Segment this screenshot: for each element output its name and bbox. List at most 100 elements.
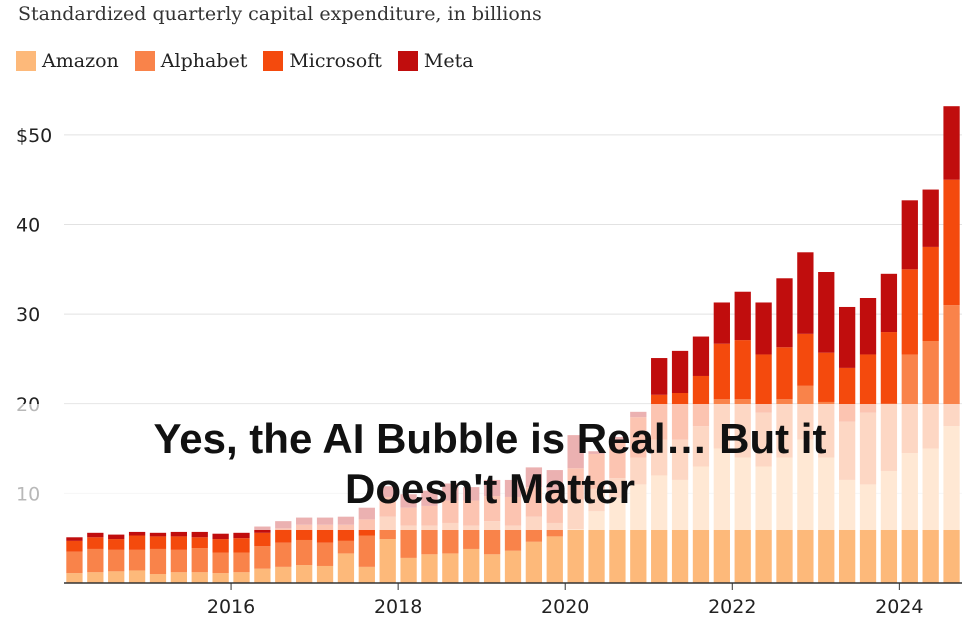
bar-segment-amazon bbox=[191, 572, 208, 583]
headline: Yes, the AI Bubble is Real… But it Doesn… bbox=[0, 414, 980, 514]
bar-segment-amazon bbox=[254, 568, 271, 583]
bar-segment-meta bbox=[128, 531, 146, 536]
y-tick-label: 30 bbox=[16, 304, 40, 326]
bar-segment-meta bbox=[859, 298, 877, 355]
bar-segment-amazon bbox=[212, 573, 229, 583]
bar-segment-meta bbox=[651, 358, 668, 395]
bar-segment-alphabet bbox=[442, 522, 459, 554]
bar-segment-alphabet bbox=[87, 548, 104, 573]
bar-segment-alphabet bbox=[254, 546, 271, 569]
bar-segment-amazon bbox=[483, 554, 501, 583]
bar-segment-amazon bbox=[400, 557, 417, 583]
bar-segment-alphabet bbox=[421, 525, 438, 555]
bar-segment-amazon bbox=[463, 548, 480, 583]
bar-segment-alphabet bbox=[504, 525, 522, 551]
legend-label-alphabet: Alphabet bbox=[160, 50, 248, 72]
bar-segment-meta bbox=[901, 200, 918, 270]
bar-segment-microsoft bbox=[776, 347, 793, 400]
bar-segment-meta bbox=[149, 532, 167, 537]
bar-segment-microsoft bbox=[87, 537, 104, 549]
y-tick-label: 40 bbox=[16, 215, 40, 237]
legend-swatch-alphabet bbox=[134, 51, 155, 71]
bar-segment-alphabet bbox=[296, 539, 313, 566]
bar-segment-alphabet bbox=[66, 551, 83, 574]
bar-segment-alphabet bbox=[316, 542, 334, 566]
bar-segment-microsoft bbox=[734, 340, 751, 400]
bar-segment-microsoft bbox=[275, 528, 292, 543]
x-tick-label: 2018 bbox=[374, 596, 422, 618]
bar-segment-meta bbox=[818, 272, 835, 353]
bar-segment-amazon bbox=[504, 550, 522, 583]
legend-label-meta: Meta bbox=[423, 50, 474, 72]
x-tick-label: 2020 bbox=[541, 596, 589, 618]
bar-segment-alphabet bbox=[358, 535, 375, 567]
x-tick-label: 2022 bbox=[708, 596, 756, 618]
bar-segment-amazon bbox=[170, 572, 188, 583]
bar-segment-meta bbox=[797, 252, 814, 334]
bar-segment-amazon bbox=[275, 566, 292, 583]
bar-segment-meta bbox=[943, 106, 960, 180]
bar-segment-alphabet bbox=[337, 540, 355, 554]
bar-segment-meta bbox=[734, 291, 751, 341]
bar-segment-amazon bbox=[233, 572, 250, 583]
bar-segment-meta bbox=[671, 350, 689, 393]
legend: Amazon Alphabet Microsoft Meta bbox=[16, 50, 474, 72]
x-tick-label: 2024 bbox=[875, 596, 923, 618]
bar-segment-amazon bbox=[66, 573, 83, 583]
headline-line-1: Yes, the AI Bubble is Real… But it bbox=[153, 415, 827, 462]
bar-segment-meta bbox=[692, 336, 710, 376]
legend-label-amazon: Amazon bbox=[42, 50, 119, 72]
bar-segment-microsoft bbox=[191, 537, 208, 549]
bar-segment-amazon bbox=[87, 572, 104, 583]
bar-segment-meta bbox=[776, 278, 793, 348]
bar-segment-amazon bbox=[567, 529, 584, 583]
bar-segment-alphabet bbox=[233, 552, 250, 573]
bar-segment-amazon bbox=[337, 553, 355, 583]
legend-swatch-amazon bbox=[16, 51, 36, 71]
legend-item-amazon: Amazon bbox=[16, 50, 119, 72]
bar-segment-microsoft bbox=[859, 354, 877, 413]
bar-segment-meta bbox=[755, 302, 772, 355]
bar-segment-alphabet bbox=[128, 549, 146, 571]
bar-segment-alphabet bbox=[191, 548, 208, 573]
headline-line-2: Doesn't Matter bbox=[344, 465, 636, 512]
bar-segment-microsoft bbox=[901, 269, 918, 355]
y-tick-label: $50 bbox=[16, 125, 52, 147]
bar-segment-amazon bbox=[379, 539, 396, 583]
bar-segment-microsoft bbox=[108, 539, 125, 550]
bar-segment-microsoft bbox=[66, 540, 83, 552]
bar-segment-meta bbox=[212, 533, 229, 540]
bar-segment-alphabet bbox=[400, 525, 417, 558]
bar-segment-alphabet bbox=[463, 525, 480, 549]
bar-segment-amazon bbox=[149, 574, 167, 583]
bar-segment-meta bbox=[170, 531, 188, 537]
bar-segment-microsoft bbox=[233, 538, 250, 553]
bar-segment-amazon bbox=[316, 565, 334, 583]
legend-label-microsoft: Microsoft bbox=[289, 50, 382, 72]
bar-segment-meta bbox=[191, 531, 208, 538]
bar-segment-microsoft bbox=[713, 343, 730, 400]
headline-overlay-band bbox=[0, 404, 980, 530]
bar-segment-microsoft bbox=[755, 354, 772, 413]
bar-segment-microsoft bbox=[818, 352, 835, 402]
bar-segment-microsoft bbox=[128, 535, 146, 550]
bar-segment-alphabet bbox=[149, 548, 167, 575]
bar-segment-alphabet bbox=[943, 305, 960, 427]
bar-segment-microsoft bbox=[797, 333, 814, 386]
bar-segment-amazon bbox=[296, 565, 313, 583]
bar-segment-amazon bbox=[546, 536, 563, 583]
bar-segment-alphabet bbox=[170, 549, 188, 573]
legend-item-microsoft: Microsoft bbox=[263, 50, 382, 72]
bar-segment-meta bbox=[87, 532, 104, 538]
bar-segment-meta bbox=[880, 273, 898, 333]
bar-segment-amazon bbox=[525, 541, 543, 583]
legend-swatch-microsoft bbox=[263, 51, 284, 71]
bar-segment-meta bbox=[713, 302, 730, 344]
bar-segment-meta bbox=[838, 306, 856, 368]
bar-segment-microsoft bbox=[922, 246, 939, 342]
bar-segment-alphabet bbox=[275, 542, 292, 567]
bar-segment-alphabet bbox=[108, 549, 125, 572]
bar-segment-microsoft bbox=[943, 179, 960, 306]
bar-segment-alphabet bbox=[212, 552, 229, 574]
chart-title: Standardized quarterly capital expenditu… bbox=[18, 3, 542, 25]
